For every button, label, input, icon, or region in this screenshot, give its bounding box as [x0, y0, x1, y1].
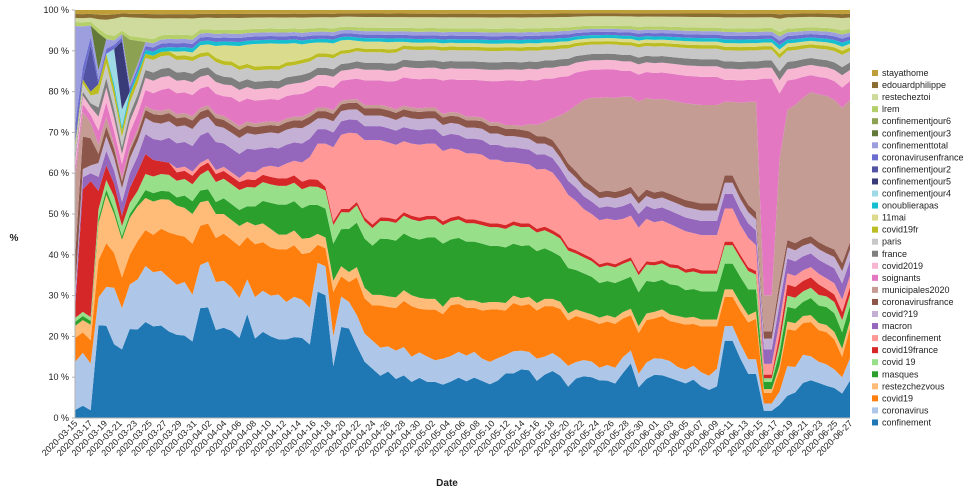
- area-series-coronavirus: [75, 261, 850, 411]
- legend-swatch: [872, 274, 878, 281]
- area-series-municipales2020: [75, 92, 850, 332]
- area-series-covid19fr: [75, 41, 850, 150]
- y-tick-label: 50 %: [48, 209, 69, 219]
- area-series-restecheztoi: [75, 16, 850, 40]
- x-axis-title: Date: [436, 478, 458, 489]
- legend-label: confinementjour4: [882, 189, 951, 199]
- legend-label: restezchezvous: [882, 381, 945, 391]
- legend-swatch: [872, 94, 878, 101]
- legend-label: onoublierapas: [882, 201, 939, 211]
- area-series-paris: [75, 44, 850, 159]
- area-series-masques: [75, 189, 850, 390]
- y-tick-label: 100 %: [43, 5, 69, 15]
- legend-label: covid2019: [882, 261, 923, 271]
- legend: stayathome edouardphilippe restecheztoi lre…: [872, 68, 964, 427]
- legend-label: coronavirusenfrance: [882, 152, 964, 162]
- area-series-edouardphilippe: [75, 13, 850, 20]
- legend-label: stayathome: [882, 68, 929, 78]
- area-series-restezchezvous: [75, 194, 850, 393]
- legend-label: confinement: [882, 417, 932, 427]
- legend-swatch: [872, 190, 878, 197]
- legend-label: covid19france: [882, 345, 938, 355]
- y-tick-label: 40 %: [48, 250, 69, 260]
- legend-swatch: [872, 238, 878, 245]
- legend-label: confinementjour5: [882, 176, 951, 186]
- legend-swatch: [872, 419, 878, 426]
- legend-swatch: [872, 347, 878, 354]
- legend-label: confinementjour2: [882, 164, 951, 174]
- legend-swatch: [872, 250, 878, 257]
- y-tick-label: 10 %: [48, 372, 69, 382]
- legend-swatch: [872, 106, 878, 113]
- legend-swatch: [872, 142, 878, 149]
- legend-label: lrem: [882, 104, 900, 114]
- legend-label: confinementjour6: [882, 116, 951, 126]
- y-axis-title: %: [10, 233, 19, 244]
- legend-label: macron: [882, 321, 912, 331]
- legend-swatch: [872, 154, 878, 161]
- legend-swatch: [872, 407, 878, 414]
- legend-swatch: [872, 130, 878, 137]
- legend-swatch: [872, 202, 878, 209]
- legend-label: covid 19: [882, 357, 916, 367]
- area-series-deconfinement: [75, 132, 850, 375]
- area-series-confinementtotal: [75, 25, 850, 126]
- legend-swatch: [872, 298, 878, 305]
- legend-label: covid19fr: [882, 225, 919, 235]
- y-tick-label: 90 %: [48, 46, 69, 56]
- legend-swatch: [872, 178, 878, 185]
- legend-swatch: [872, 166, 878, 173]
- y-tick-label: 60 %: [48, 168, 69, 178]
- area-series-stayathome: [75, 10, 850, 15]
- legend-label: confinementjour3: [882, 128, 951, 138]
- area-series-11mai: [75, 38, 850, 146]
- legend-label: france: [882, 249, 907, 259]
- legend-swatch: [872, 311, 878, 317]
- legend-swatch: [872, 359, 878, 366]
- legend-label: confinementtotal: [882, 140, 948, 150]
- area-series-confinement: [75, 291, 850, 418]
- legend-swatch: [872, 214, 878, 221]
- legend-swatch: [872, 323, 878, 330]
- area-series-soignants: [75, 69, 850, 296]
- legend-swatch: [872, 383, 878, 390]
- legend-label: coronavirusfrance: [882, 297, 954, 307]
- legend-swatch: [872, 226, 878, 233]
- legend-label: edouardphilippe: [882, 80, 946, 90]
- y-tick-labels: 0 % 10 % 20 % 30 % 40 % 50 % 60 % 70 % 80 % 90 % 1…: [43, 5, 75, 423]
- legend-swatch: [872, 262, 878, 269]
- area-series-france: [75, 53, 850, 162]
- area-series-covid-19: [75, 170, 850, 382]
- legend-label: covid19: [882, 393, 913, 403]
- legend-label: municipales2020: [882, 285, 950, 295]
- area-series-covid-19: [75, 109, 850, 350]
- legend-label: paris: [882, 237, 902, 247]
- y-tick-label: 80 %: [48, 87, 69, 97]
- legend-swatch: [872, 82, 878, 89]
- y-tick-label: 30 %: [48, 291, 69, 301]
- x-tick-labels: 2020-03-152020-03-172020-03-192020-03-21…: [40, 418, 855, 458]
- legend-swatch: [872, 335, 878, 342]
- area-series-covid19: [75, 223, 850, 404]
- area-series-lrem: [75, 21, 850, 44]
- legend-label: soignants: [882, 273, 921, 283]
- y-tick-label: 70 %: [48, 127, 69, 137]
- area-series-macron: [75, 119, 850, 364]
- legend-swatch: [872, 118, 878, 125]
- legend-swatch: [872, 371, 878, 378]
- legend-label: 11mai: [882, 213, 906, 223]
- legend-label: restecheztoi: [882, 92, 931, 102]
- legend-label: masques: [882, 369, 919, 379]
- area-series-covid2019: [75, 59, 850, 170]
- area-layers: [75, 10, 850, 418]
- y-tick-label: 0 %: [53, 413, 69, 423]
- legend-label: covid?19: [882, 309, 918, 319]
- legend-swatch: [872, 70, 878, 76]
- legend-swatch: [872, 286, 878, 293]
- y-tick-label: 20 %: [48, 331, 69, 341]
- legend-label: deconfinement: [882, 333, 942, 343]
- legend-swatch: [872, 395, 878, 402]
- legend-label: coronavirus: [882, 405, 929, 415]
